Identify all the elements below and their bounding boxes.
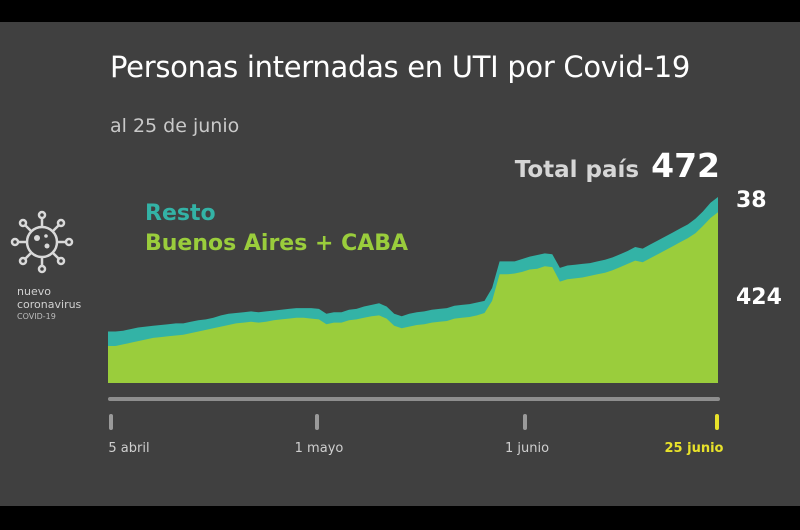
x-tick-label: 1 junio <box>505 441 549 456</box>
total-label: Total país <box>514 157 640 183</box>
x-tick-label: 1 mayo <box>295 441 344 456</box>
timeline-bar <box>108 397 720 401</box>
total-value: 472 <box>651 146 720 185</box>
logo-text: nuevo coronavirus <box>17 285 81 311</box>
legend-resto: Resto <box>145 201 216 226</box>
virus-icon <box>10 210 74 274</box>
x-tick-label: 25 junio <box>665 441 724 456</box>
area-buenos-aires-caba <box>108 212 718 383</box>
x-tick <box>715 414 719 430</box>
chart-title: Personas internadas en UTI por Covid-19 <box>110 50 690 84</box>
legend-buenos-aires-caba: Buenos Aires + CABA <box>145 231 409 256</box>
chart-subtitle: al 25 de junio <box>110 115 240 137</box>
logo-line-nuevo: nuevo <box>17 285 51 298</box>
end-label-buenos-aires-caba: 424 <box>736 285 782 310</box>
end-label-resto: 38 <box>736 188 767 213</box>
total-pais: Total país 472 <box>515 146 720 185</box>
x-tick <box>523 414 527 430</box>
x-tick-label: 5 abril <box>108 441 149 456</box>
logo-subtext: COVID-19 <box>17 312 56 321</box>
x-tick <box>315 414 319 430</box>
x-tick <box>109 414 113 430</box>
logo-line-coronavirus: coronavirus <box>17 298 82 311</box>
